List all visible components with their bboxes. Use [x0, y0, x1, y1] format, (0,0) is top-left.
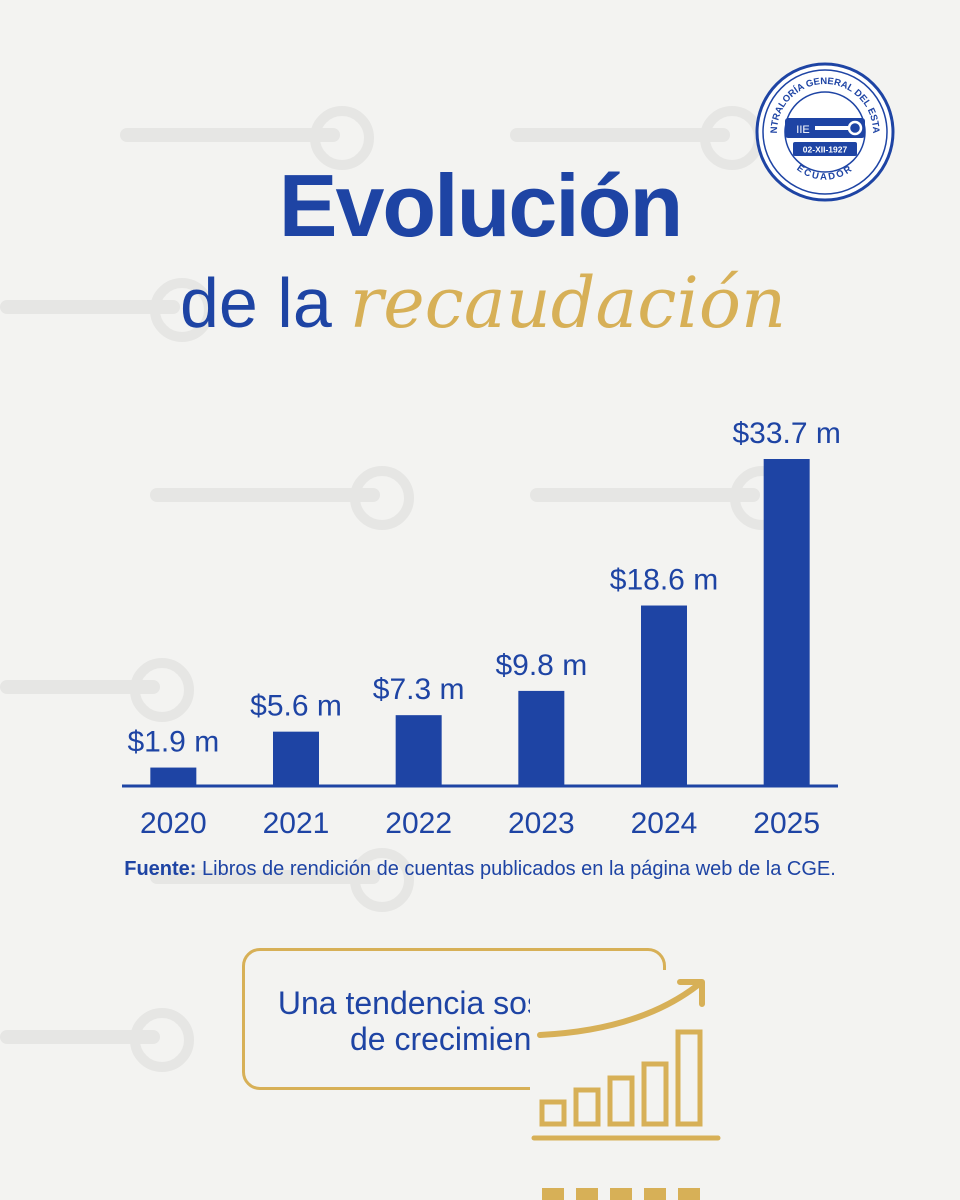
background-key-decoration	[0, 278, 214, 342]
bar-2020	[150, 767, 197, 786]
bar-2025	[763, 459, 810, 786]
data-label-2022: $7.3 m	[373, 673, 465, 706]
background-key-decoration	[0, 658, 194, 722]
growth-chart-icon	[530, 970, 730, 1200]
bar-2022	[395, 715, 442, 786]
source-text: Libros de rendición de cuentas publicado…	[202, 858, 836, 880]
x-tick-label-2025: 2025	[753, 807, 820, 840]
x-tick-label-2020: 2020	[140, 807, 207, 840]
data-label-2023: $9.8 m	[495, 649, 587, 682]
subtitle-plain: de la	[180, 264, 332, 342]
x-tick-label-2024: 2024	[631, 807, 698, 840]
page-title: Evolución	[278, 156, 684, 255]
bar-2023	[518, 690, 565, 786]
background-key-decoration	[0, 1008, 194, 1072]
x-tick-label-2022: 2022	[385, 807, 452, 840]
data-label-2025: $33.7 m	[732, 417, 840, 450]
svg-text:IIE: IIE	[796, 124, 809, 136]
data-label-2024: $18.6 m	[610, 564, 718, 597]
page-subtitle: de la recaudación	[180, 262, 786, 344]
cge-seal-logo: CONTRALORÍA GENERAL DEL ESTADO ECUADOR I…	[755, 62, 895, 202]
source-label: Fuente:	[124, 858, 197, 880]
data-label-2021: $5.6 m	[250, 690, 342, 723]
source-note: Fuente: Libros de rendición de cuentas p…	[0, 858, 960, 881]
callout-line-2: de crecimiento	[349, 1021, 559, 1057]
background-key-decoration	[150, 848, 414, 912]
subtitle-script: recaudación	[349, 262, 787, 344]
background-key-decoration	[150, 466, 414, 530]
x-tick-label-2021: 2021	[263, 807, 330, 840]
svg-text:02-XII-1927: 02-XII-1927	[803, 145, 848, 155]
bar-2021	[273, 731, 319, 786]
revenue-bar-chart: $1.9 m 2020 $5.6 m 2021 $7.3 m 2022 $9.8 m 2023…	[122, 417, 841, 840]
data-label-2020: $1.9 m	[127, 726, 219, 759]
bar-2024	[641, 605, 687, 786]
background-key-decoration	[120, 106, 374, 170]
x-tick-label-2023: 2023	[508, 807, 575, 840]
